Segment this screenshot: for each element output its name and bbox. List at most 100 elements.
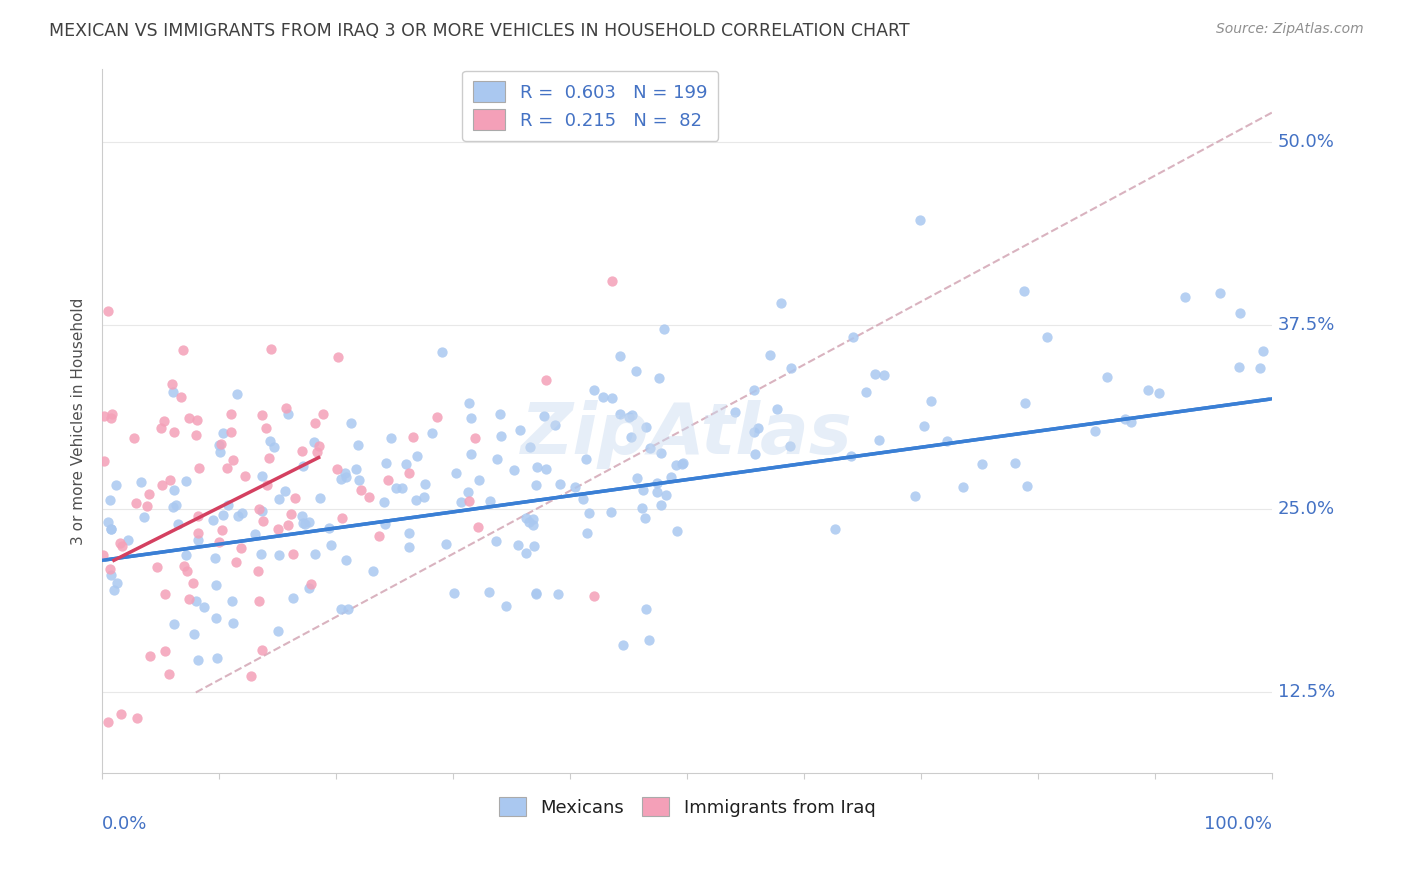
Point: [250, 408, 273, 422]
Point: [489, 428, 512, 442]
Point: [526, 460, 548, 475]
Point: [267, 491, 290, 506]
Point: [620, 409, 643, 423]
Point: [291, 508, 314, 523]
Point: [972, 457, 994, 471]
Point: [298, 581, 321, 595]
Point: [108, 535, 131, 549]
Point: [652, 322, 675, 336]
Y-axis label: 3 or more Vehicles in Household: 3 or more Vehicles in Household: [72, 297, 86, 544]
Point: [634, 602, 657, 616]
Point: [277, 518, 299, 533]
Point: [153, 644, 176, 658]
Point: [193, 600, 215, 615]
Point: [671, 457, 693, 471]
Text: 12.5%: 12.5%: [1278, 683, 1336, 701]
Point: [150, 420, 173, 434]
Point: [111, 539, 134, 553]
Point: [485, 533, 508, 548]
Point: [502, 463, 524, 477]
Point: [333, 466, 356, 480]
Point: [339, 417, 361, 431]
Point: [747, 421, 769, 435]
Point: [544, 418, 567, 433]
Point: [249, 594, 271, 608]
Point: [1036, 330, 1059, 344]
Point: [361, 564, 384, 578]
Point: [600, 505, 623, 519]
Point: [479, 493, 502, 508]
Point: [269, 548, 291, 562]
Point: [908, 213, 931, 227]
Point: [321, 538, 343, 552]
Point: [252, 643, 274, 657]
Point: [259, 434, 281, 448]
Point: [215, 461, 238, 475]
Point: [672, 456, 695, 470]
Point: [335, 553, 357, 567]
Point: [150, 478, 173, 492]
Point: [187, 508, 209, 523]
Point: [247, 564, 270, 578]
Point: [292, 458, 315, 473]
Point: [105, 576, 128, 591]
Point: [100, 567, 122, 582]
Point: [626, 471, 648, 485]
Point: [495, 599, 517, 614]
Point: [155, 587, 177, 601]
Point: [647, 476, 669, 491]
Point: [509, 423, 531, 437]
Point: [824, 522, 846, 536]
Point: [187, 533, 209, 547]
Point: [1012, 285, 1035, 299]
Point: [536, 373, 558, 387]
Point: [446, 466, 468, 480]
Point: [1095, 369, 1118, 384]
Point: [183, 627, 205, 641]
Text: 25.0%: 25.0%: [1278, 500, 1334, 518]
Point: [522, 517, 544, 532]
Point: [205, 578, 228, 592]
Point: [665, 458, 688, 472]
Point: [277, 408, 299, 422]
Point: [648, 371, 671, 385]
Point: [666, 524, 689, 539]
Point: [1227, 359, 1250, 374]
Point: [350, 483, 373, 498]
Point: [344, 462, 367, 476]
Legend: Mexicans, Immigrants from Iraq: Mexicans, Immigrants from Iraq: [492, 790, 883, 824]
Point: [117, 533, 139, 547]
Point: [422, 425, 444, 440]
Point: [250, 504, 273, 518]
Point: [780, 360, 803, 375]
Point: [391, 481, 413, 495]
Point: [304, 548, 326, 562]
Point: [742, 425, 765, 439]
Point: [522, 512, 544, 526]
Point: [207, 651, 229, 665]
Point: [576, 526, 599, 541]
Point: [204, 551, 226, 566]
Point: [626, 364, 648, 378]
Point: [524, 587, 547, 601]
Point: [460, 447, 482, 461]
Point: [163, 425, 186, 440]
Point: [1004, 456, 1026, 470]
Text: MEXICAN VS IMMIGRANTS FROM IRAQ 3 OR MORE VEHICLES IN HOUSEHOLD CORRELATION CHAR: MEXICAN VS IMMIGRANTS FROM IRAQ 3 OR MOR…: [49, 22, 910, 40]
Point: [233, 469, 256, 483]
Point: [609, 407, 631, 421]
Point: [243, 527, 266, 541]
Point: [309, 491, 332, 505]
Point: [181, 576, 204, 591]
Point: [134, 509, 156, 524]
Point: [100, 522, 122, 536]
Point: [457, 494, 479, 508]
Point: [582, 384, 605, 398]
Text: 37.5%: 37.5%: [1278, 317, 1336, 334]
Point: [305, 444, 328, 458]
Point: [267, 624, 290, 638]
Point: [104, 478, 127, 492]
Point: [620, 430, 643, 444]
Text: 50.0%: 50.0%: [1278, 133, 1334, 151]
Point: [318, 521, 340, 535]
